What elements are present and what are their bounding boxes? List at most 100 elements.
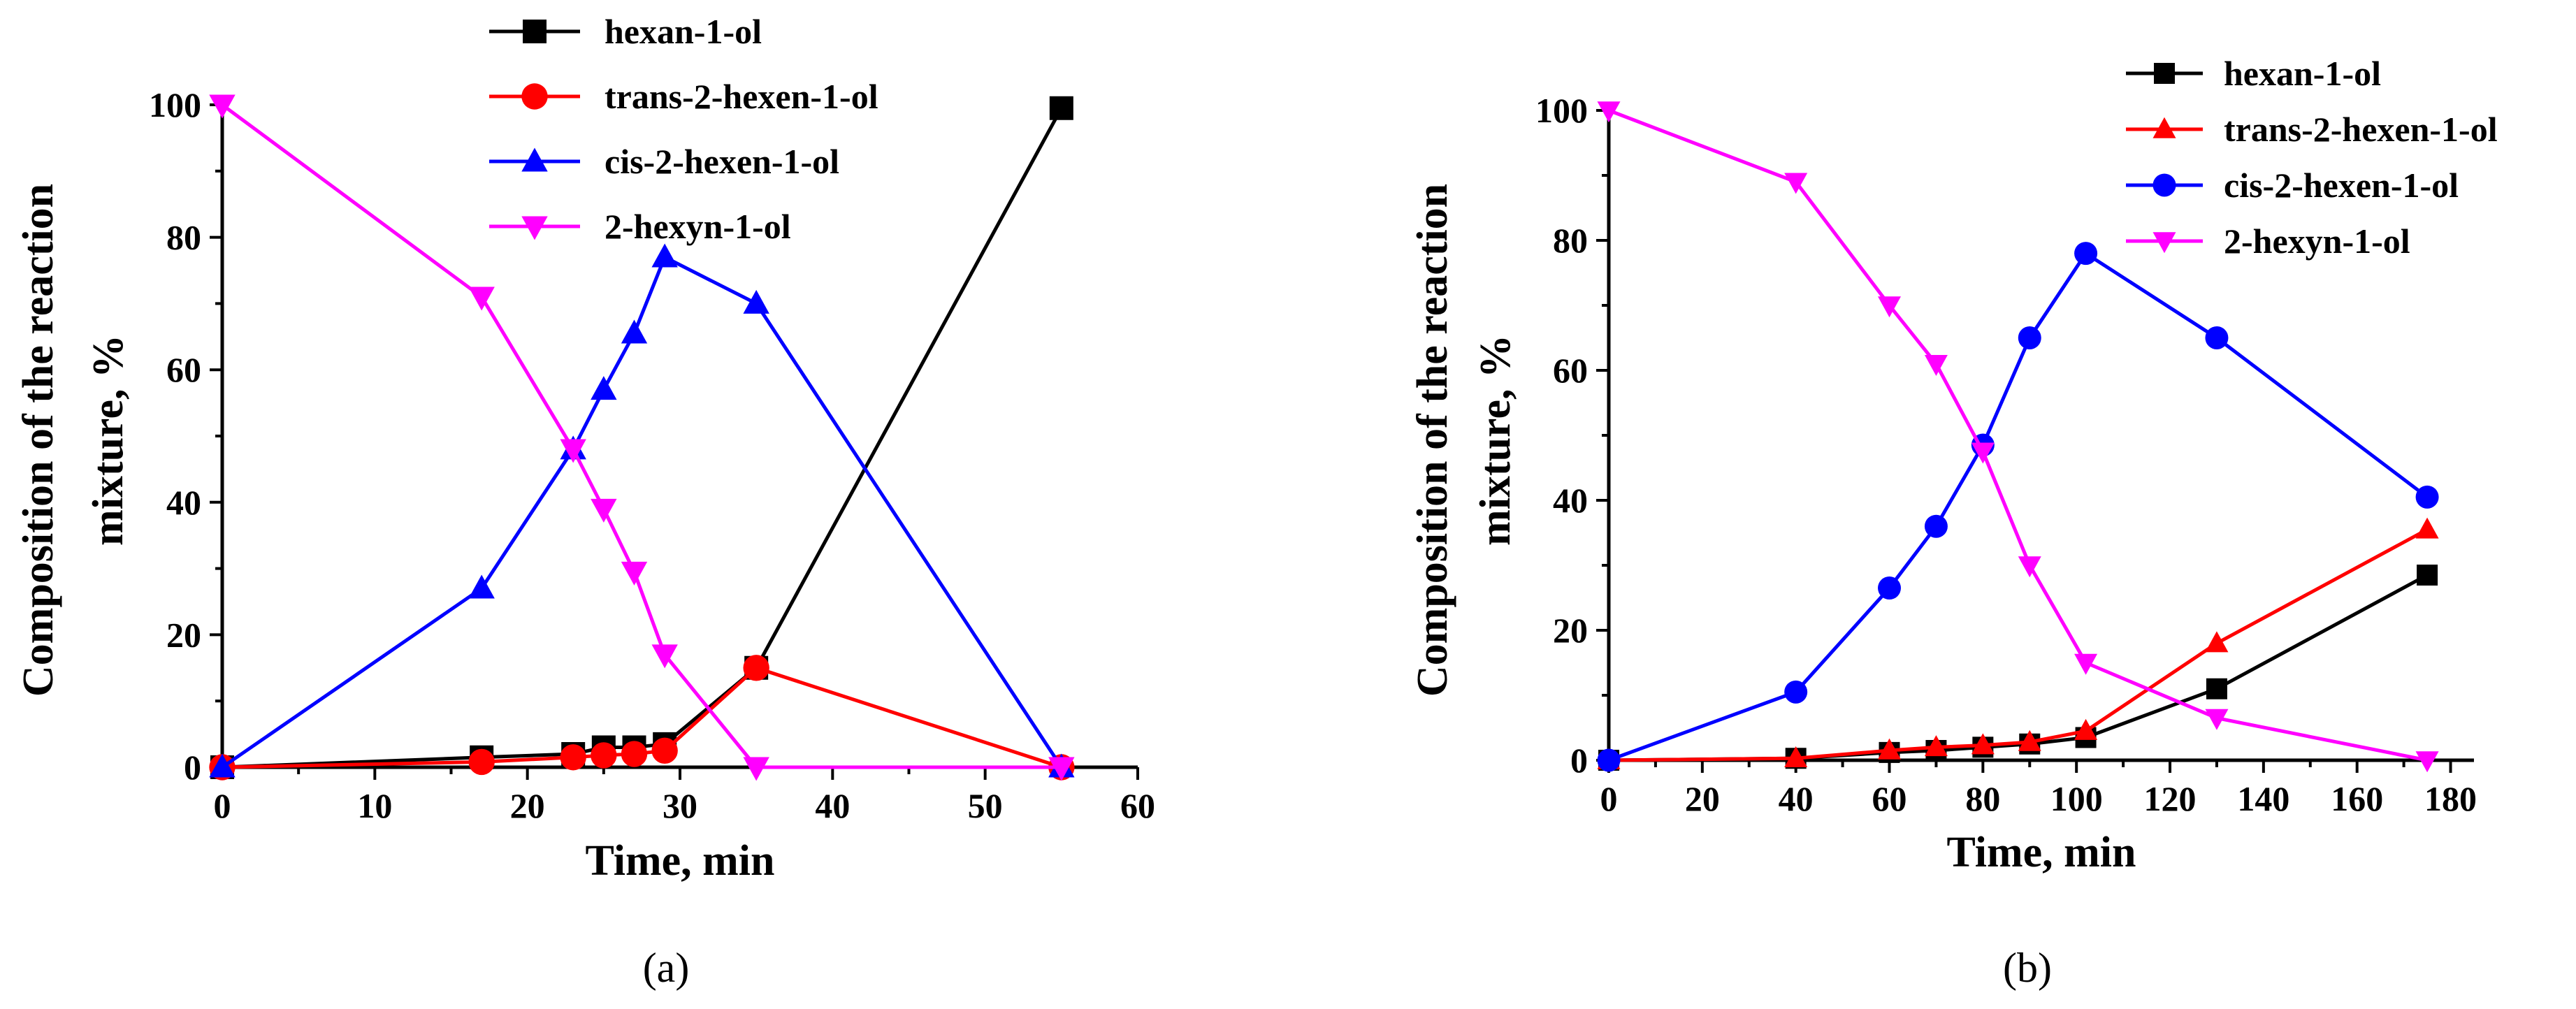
series-line-2-hexyn-1-ol xyxy=(221,103,1062,769)
series-cis-2-hexen-1-ol xyxy=(1597,242,2439,772)
legend-item-trans-2-hexen-1-ol: trans-2-hexen-1-ol xyxy=(489,77,878,116)
legend-marker xyxy=(523,20,547,43)
y-axis-title-line1: Composition of the reaction xyxy=(15,184,62,697)
y-tick-label: 80 xyxy=(166,218,201,257)
x-tick-label: 180 xyxy=(2424,779,2477,818)
data-point-trans-2-hexen-1-ol xyxy=(560,744,586,771)
data-point-cis-2-hexen-1-ol xyxy=(591,376,617,400)
data-point-2-hexyn-1-ol xyxy=(743,757,769,781)
y-tick-label: 60 xyxy=(1553,351,1588,390)
legend-marker xyxy=(2152,117,2176,138)
data-point-cis-2-hexen-1-ol xyxy=(1784,680,1808,704)
data-point-trans-2-hexen-1-ol xyxy=(2415,517,2439,539)
y-tick-label: 40 xyxy=(1553,481,1588,520)
series-hexan-1-ol xyxy=(1598,564,2438,771)
legend-label: cis-2-hexen-1-ol xyxy=(605,142,839,181)
data-point-trans-2-hexen-1-ol xyxy=(1878,738,1902,760)
x-tick-label: 40 xyxy=(815,786,850,825)
legend-marker xyxy=(521,83,548,110)
series-line-cis-2-hexen-1-ol xyxy=(1608,252,2429,762)
panel-label: (a) xyxy=(643,945,690,991)
data-point-2-hexyn-1-ol xyxy=(1878,296,1902,318)
data-point-trans-2-hexen-1-ol xyxy=(1924,735,1948,757)
data-point-2-hexyn-1-ol xyxy=(2018,556,2041,578)
panel-b: 0 20 40 60 80 100 120 140 160 180 0 20 40 60 80 100 Time… xyxy=(1409,54,2498,991)
x-tick-label: 30 xyxy=(663,786,697,825)
legend-label: 2-hexyn-1-ol xyxy=(2224,222,2410,261)
legend-label: trans-2-hexen-1-ol xyxy=(605,77,878,116)
data-point-cis-2-hexen-1-ol xyxy=(2415,485,2439,509)
data-point-cis-2-hexen-1-ol xyxy=(209,753,236,778)
series-line-trans-2-hexen-1-ol xyxy=(222,666,1062,769)
data-point-2-hexyn-1-ol xyxy=(1048,757,1075,781)
data-point-hexan-1-ol xyxy=(1049,96,1073,120)
legend-item-hexan-1-ol: hexan-1-ol xyxy=(489,12,762,51)
x-tick-label: 40 xyxy=(1779,779,1814,818)
data-point-cis-2-hexen-1-ol xyxy=(2205,326,2229,349)
x-tick-label: 160 xyxy=(2331,779,2383,818)
x-tick-label: 100 xyxy=(2050,779,2103,818)
legend-item-hexan-1-ol: hexan-1-ol xyxy=(2126,54,2381,93)
x-tick-label: 10 xyxy=(357,786,392,825)
data-point-trans-2-hexen-1-ol xyxy=(1971,733,1995,755)
series-2-hexyn-1-ol xyxy=(209,94,1075,781)
legend-item-trans-2-hexen-1-ol: trans-2-hexen-1-ol xyxy=(2126,110,2498,149)
data-point-trans-2-hexen-1-ol xyxy=(2074,718,2098,740)
legend-marker xyxy=(521,216,548,240)
data-point-hexan-1-ol xyxy=(2206,678,2227,699)
data-point-2-hexyn-1-ol xyxy=(591,498,617,523)
x-tick-label: 0 xyxy=(214,786,231,825)
legend-label: hexan-1-ol xyxy=(2224,54,2381,93)
x-tick-label: 20 xyxy=(1685,779,1720,818)
x-tick-label: 0 xyxy=(1600,779,1618,818)
series-line-trans-2-hexen-1-ol xyxy=(1608,528,2429,762)
data-point-trans-2-hexen-1-ol xyxy=(1784,746,1808,767)
data-point-2-hexyn-1-ol xyxy=(2415,751,2439,773)
data-point-2-hexyn-1-ol xyxy=(1971,442,1995,464)
data-point-2-hexyn-1-ol xyxy=(2205,709,2229,730)
series-hexan-1-ol xyxy=(210,96,1073,779)
series-2-hexyn-1-ol xyxy=(1597,101,2439,773)
x-tick-label: 50 xyxy=(968,786,1003,825)
legend-item-2-hexyn-1-ol: 2-hexyn-1-ol xyxy=(2126,222,2410,261)
data-point-trans-2-hexen-1-ol xyxy=(621,741,648,767)
x-tick-label: 80 xyxy=(1965,779,2000,818)
data-point-trans-2-hexen-1-ol xyxy=(468,748,495,776)
x-axis-title: Time, min xyxy=(1947,829,2136,876)
x-axis-title: Time, min xyxy=(586,837,775,885)
data-point-trans-2-hexen-1-ol xyxy=(651,737,678,764)
legend-item-cis-2-hexen-1-ol: cis-2-hexen-1-ol xyxy=(2126,166,2459,205)
y-tick-label: 20 xyxy=(1553,611,1588,650)
y-tick-label: 80 xyxy=(1553,221,1588,260)
x-tick-label: 20 xyxy=(510,786,545,825)
data-point-cis-2-hexen-1-ol xyxy=(2018,326,2041,349)
data-point-trans-2-hexen-1-ol xyxy=(2018,729,2041,751)
data-point-2-hexyn-1-ol xyxy=(1597,101,1621,123)
data-point-2-hexyn-1-ol xyxy=(1924,354,1948,376)
y-tick-label: 60 xyxy=(166,350,201,389)
y-axis-title-line1: Composition of the reaction xyxy=(1409,184,1456,697)
data-point-2-hexyn-1-ol xyxy=(209,94,236,119)
data-point-cis-2-hexen-1-ol xyxy=(743,289,769,314)
data-point-cis-2-hexen-1-ol xyxy=(651,243,678,268)
y-axis-title-line2: mixture, % xyxy=(1472,335,1519,546)
legend-label: 2-hexyn-1-ol xyxy=(605,207,791,246)
panel-a: 0 10 20 30 40 50 60 0 20 40 60 80 100 Time, min Compos… xyxy=(15,12,1155,991)
x-tick-label: 60 xyxy=(1120,786,1155,825)
legend-label: cis-2-hexen-1-ol xyxy=(2224,166,2459,205)
y-tick-label: 100 xyxy=(1535,91,1588,130)
y-tick-label: 40 xyxy=(166,483,201,522)
data-point-2-hexyn-1-ol xyxy=(1784,173,1808,194)
legend: hexan-1-ol trans-2-hexen-1-ol cis-2-hexen-… xyxy=(489,12,878,246)
x-tick-label: 120 xyxy=(2144,779,2197,818)
data-point-2-hexyn-1-ol xyxy=(621,561,648,586)
legend-marker xyxy=(2152,232,2176,254)
panel-label: (b) xyxy=(2003,945,2052,991)
data-point-2-hexyn-1-ol xyxy=(468,286,495,311)
legend-label: hexan-1-ol xyxy=(605,12,762,51)
data-point-cis-2-hexen-1-ol xyxy=(468,574,495,599)
legend-label: trans-2-hexen-1-ol xyxy=(2224,110,2498,149)
legend-marker xyxy=(521,147,548,172)
data-point-cis-2-hexen-1-ol xyxy=(2074,242,2098,266)
